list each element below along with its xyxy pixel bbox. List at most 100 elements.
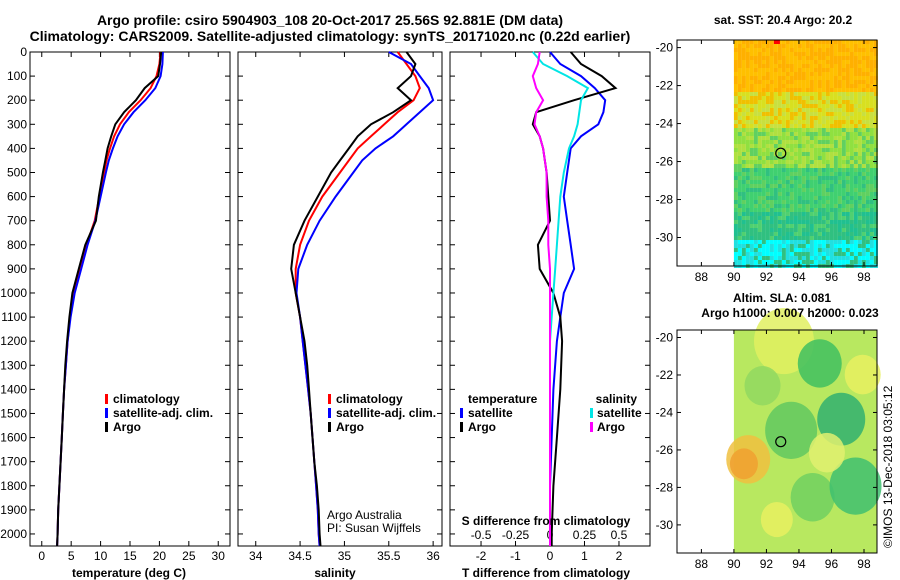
sla-map-title: Altim. SLA: 0.081 <box>733 291 831 305</box>
sst-map-title: sat. SST: 20.4 Argo: 20.2 <box>714 13 853 27</box>
sst-argo-marker <box>775 147 787 159</box>
sst-ytick-label: -24 <box>656 117 674 131</box>
legend-argo-swatch <box>105 422 108 432</box>
sla-blob <box>829 457 882 515</box>
s-diff-xlabel: S difference from climatology <box>462 514 631 528</box>
legend3-sal-argo-label: Argo <box>597 420 625 434</box>
temperature-xtick-label: 0 <box>38 549 45 563</box>
temperature-xtick-label: 20 <box>153 549 167 563</box>
sla-blob <box>729 448 758 480</box>
pressure-tick-label: 1800 <box>0 479 27 493</box>
sla-blob <box>765 401 818 459</box>
sst-hotspot <box>773 40 780 44</box>
pressure-tick-label: 500 <box>7 165 27 179</box>
pressure-tick-label: 1100 <box>1 310 27 324</box>
s-diff-tick-label: -0.25 <box>502 528 530 542</box>
imos-stamp: ©IMOS 13-Dec-2018 03:05:12 <box>881 385 895 548</box>
pressure-tick-label: 1600 <box>0 431 27 445</box>
sst-ytick-label: -20 <box>656 41 674 55</box>
legend2-climatology-swatch <box>328 394 331 404</box>
temperature-argo-line <box>56 51 163 547</box>
legend-satellite-swatch <box>105 408 108 418</box>
pressure-tick-label: 1200 <box>0 334 27 348</box>
salinity-xtick-label: 34.5 <box>288 549 312 563</box>
sla-blob <box>817 392 866 446</box>
difference-salinity-Argo-line <box>531 51 551 546</box>
t-diff-tick-label: 1 <box>581 549 588 563</box>
pressure-tick-label: 900 <box>7 262 27 276</box>
legend2-satellite-label: satellite-adj. clim. <box>336 406 436 420</box>
sla-blob <box>844 354 881 395</box>
sla-argo-marker <box>775 436 787 448</box>
credit-line2: PI: Susan Wijffels <box>327 521 421 535</box>
sla-xtick-label: 96 <box>825 557 839 571</box>
sla-xtick-label: 90 <box>727 557 741 571</box>
sla-xtick-label: 98 <box>857 557 871 571</box>
temperature-satellite-line <box>56 51 164 547</box>
legend3-sal-argo-swatch <box>590 422 593 432</box>
temperature-xlabel: temperature (deg C) <box>72 566 186 580</box>
sla-ytick-label: -24 <box>656 405 674 419</box>
sla-xtick-label: 92 <box>760 557 774 571</box>
legend2-argo-swatch <box>328 422 331 432</box>
difference-salinity-satellite-line <box>532 51 590 546</box>
temperature-panel: 0100200300400500600700800900100011001200… <box>0 45 231 563</box>
pressure-tick-label: 0 <box>20 45 27 59</box>
sla-map-panel: 88 90 92 94 96 98 -20 -22 -24 -26 -28 -30 <box>656 308 882 571</box>
sla-frame <box>676 329 878 554</box>
legend-argo-label: Argo <box>113 420 141 434</box>
pressure-tick-label: 1500 <box>0 406 27 420</box>
temperature-xtick-label: 10 <box>94 549 108 563</box>
pressure-tick-label: 400 <box>7 141 27 155</box>
sla-blob <box>744 365 781 406</box>
s-diff-tick-label: -0.5 <box>471 528 492 542</box>
sst-frame <box>676 39 878 267</box>
legend3-salinity-title: salinity <box>596 392 638 406</box>
pressure-tick-label: 1900 <box>0 503 27 517</box>
header-line1: Argo profile: csiro 5904903_108 20-Oct-2… <box>96 12 564 28</box>
t-diff-tick-label: 0 <box>547 549 554 563</box>
pressure-tick-label: 100 <box>7 69 27 83</box>
sst-ytick-label: -28 <box>656 193 674 207</box>
difference-temperature-Argo-line <box>531 51 618 546</box>
sst-ytick-label: -26 <box>656 155 674 169</box>
temperature-xtick-label: 15 <box>123 549 137 563</box>
legend3-sal-satellite-swatch <box>590 408 593 418</box>
difference-temperature-satellite-line <box>549 51 607 546</box>
pressure-tick-label: 200 <box>7 93 27 107</box>
salinity-satellite-line <box>295 51 435 547</box>
salinity-panel: 34 34.5 35 35.5 36 <box>237 51 443 563</box>
sla-ytick-label: -26 <box>656 443 674 457</box>
pressure-tick-label: 300 <box>7 117 27 131</box>
legend2-argo-label: Argo <box>336 420 364 434</box>
salinity-argo-line <box>290 51 417 547</box>
legend2-climatology-label: climatology <box>336 392 403 406</box>
legend3-temp-argo-swatch <box>460 422 463 432</box>
t-diff-tick-label: 2 <box>616 549 623 563</box>
pressure-tick-label: 1000 <box>0 286 27 300</box>
sst-ytick-label: -30 <box>656 231 674 245</box>
sla-map-subtitle: Argo h1000: 0.007 h2000: 0.023 <box>701 306 879 320</box>
sla-ytick-label: -30 <box>656 518 674 532</box>
legend3-temperature-title: temperature <box>468 392 538 406</box>
salinity-xlabel: salinity <box>314 566 356 580</box>
difference-panel: -2 -1 0 1 2-0.5 -0.25 0 0.25 0.5 <box>449 51 651 563</box>
sst-xtick-label: 94 <box>792 270 806 284</box>
t-diff-xlabel: T difference from climatology <box>462 566 630 580</box>
sla-ytick-label: -20 <box>656 330 674 344</box>
sst-xtick-label: 98 <box>857 270 871 284</box>
legend3-temp-argo-label: Argo <box>468 420 496 434</box>
sst-xtick-label: 88 <box>695 270 709 284</box>
pressure-tick-label: 600 <box>7 190 27 204</box>
temperature-xtick-label: 25 <box>182 549 196 563</box>
sla-blob <box>797 339 842 388</box>
credit-line1: Argo Australia <box>327 508 402 522</box>
legend-satellite-label: satellite-adj. clim. <box>113 406 213 420</box>
sla-heatmap <box>726 308 882 553</box>
salinity-frame <box>237 51 443 547</box>
legend2-satellite-swatch <box>328 408 331 418</box>
t-diff-tick-label: -1 <box>510 549 521 563</box>
pressure-tick-label: 1400 <box>0 382 27 396</box>
s-diff-tick-label: 0.5 <box>611 528 628 542</box>
